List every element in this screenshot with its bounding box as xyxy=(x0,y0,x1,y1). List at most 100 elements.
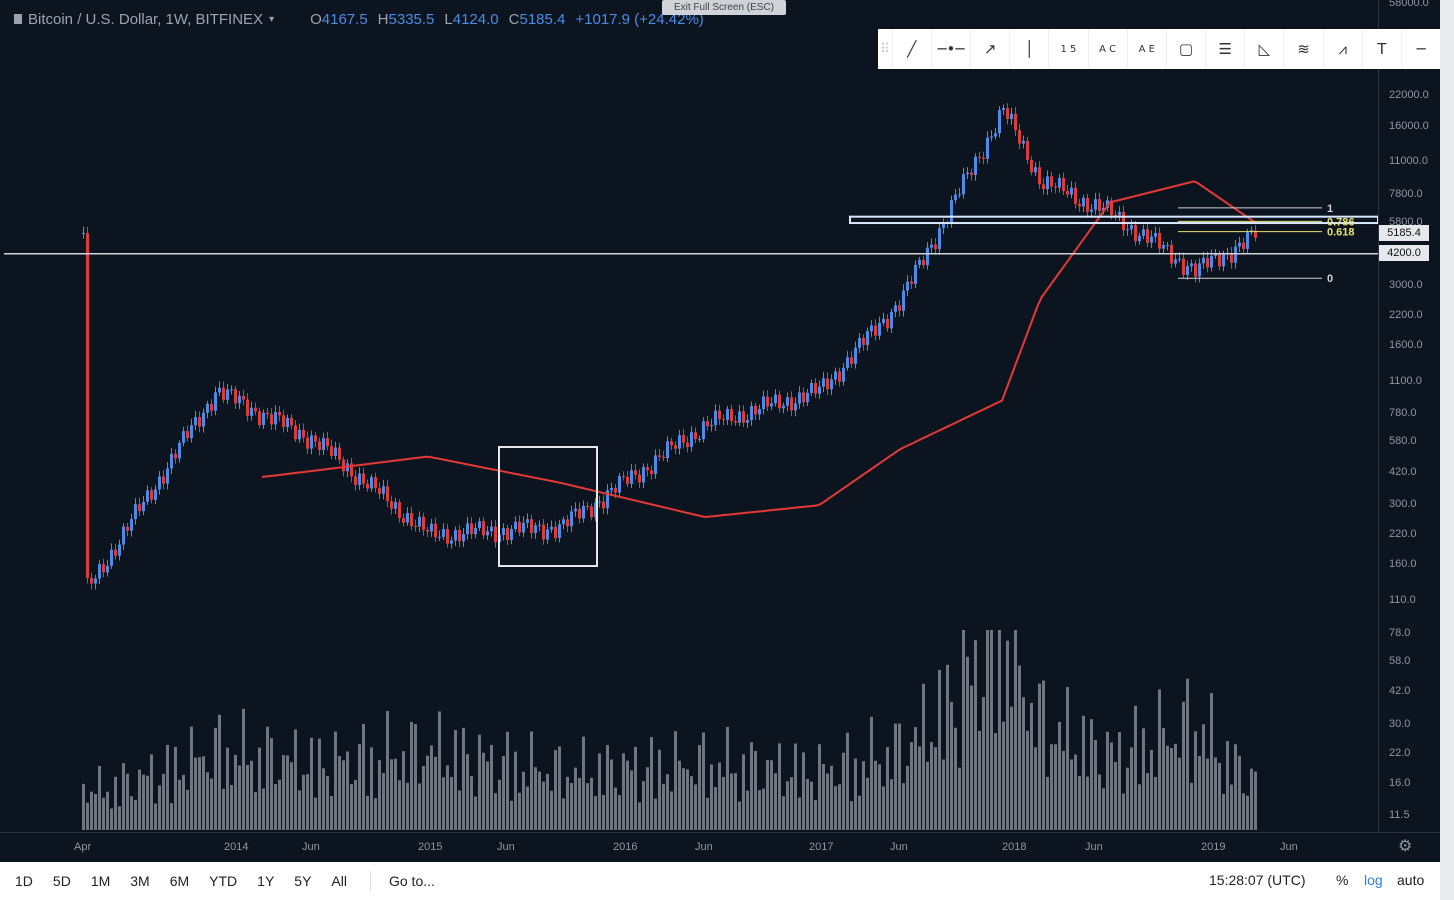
candle-body xyxy=(130,519,133,531)
range-button-1y[interactable]: 1Y xyxy=(257,873,275,889)
candle-body xyxy=(238,395,241,404)
toolbar-grip-icon[interactable]: ⠿ xyxy=(880,41,890,56)
candle-body xyxy=(382,486,385,494)
range-button-6m[interactable]: 6M xyxy=(169,873,190,889)
volume-bar xyxy=(298,790,301,830)
candle-body xyxy=(854,347,857,364)
scrollbar[interactable] xyxy=(1440,0,1454,900)
volume-bar xyxy=(574,767,577,830)
volume-bar xyxy=(794,743,797,830)
volume-bar xyxy=(366,795,369,830)
time-tick-label: Jun xyxy=(890,841,908,853)
text-icon[interactable]: T xyxy=(1361,29,1401,69)
candle-body xyxy=(934,244,937,250)
time-axis[interactable]: Apr 2014 Jun 2015 Jun 2016 Jun 2017 Jun 2018 Jun 20… xyxy=(0,832,1440,863)
volume-bar xyxy=(970,685,973,830)
gear-icon[interactable]: ⚙ xyxy=(1398,838,1413,855)
volume-bar xyxy=(810,781,813,830)
candle-body xyxy=(942,223,945,229)
range-button-5y[interactable]: 5Y xyxy=(294,873,312,889)
candle-body xyxy=(1162,245,1165,249)
candle-body xyxy=(370,477,373,489)
exit-fullscreen-button[interactable]: Exit Full Screen (ESC) xyxy=(662,0,786,15)
candle-body xyxy=(1098,199,1101,212)
fib-level-label: 1 xyxy=(1327,203,1333,215)
candle-body xyxy=(670,441,673,446)
candle-body xyxy=(774,394,777,404)
symbol-title[interactable]: Bitcoin / U.S. Dollar, 1W, BITFINEX xyxy=(28,10,264,28)
volume-bar xyxy=(986,630,989,830)
percent-toggle[interactable]: % xyxy=(1336,872,1349,888)
fib-channel-icon[interactable]: ≋ xyxy=(1283,29,1322,69)
log-toggle[interactable]: log xyxy=(1364,872,1383,888)
volume-bar xyxy=(414,724,417,830)
volume-bar xyxy=(918,746,921,830)
candle-body xyxy=(206,403,209,413)
volume-bar xyxy=(490,745,493,830)
candle-body xyxy=(142,501,145,512)
candle-body xyxy=(1062,177,1065,192)
volume-bar xyxy=(350,784,353,830)
xabcd-pattern-icon[interactable]: A C xyxy=(1087,29,1127,69)
chevron-down-icon[interactable]: ▾ xyxy=(269,13,275,25)
chart-pane[interactable]: Bitcoin / U.S. Dollar, 1W, BITFINEX ▾ O4… xyxy=(0,0,1454,862)
candle-body xyxy=(430,523,433,532)
range-button-3m[interactable]: 3M xyxy=(130,873,150,889)
candle-body xyxy=(94,578,97,584)
range-button-all[interactable]: All xyxy=(331,873,347,889)
pitchfork-icon[interactable]: ⩘ xyxy=(1322,29,1362,69)
trend-line-icon[interactable]: ╱ xyxy=(891,29,931,69)
volume-bar xyxy=(846,732,849,830)
fib-fan-icon[interactable]: ◺ xyxy=(1244,29,1283,69)
horizontal-ray-icon[interactable]: ─•─ xyxy=(930,29,970,69)
volume-bar xyxy=(174,746,177,830)
volume-bar xyxy=(582,736,585,830)
range-button-5d[interactable]: 5D xyxy=(52,873,71,889)
candle-body xyxy=(294,425,297,440)
volume-bar xyxy=(598,753,601,830)
volume-bar xyxy=(126,773,129,830)
volume-bar xyxy=(554,750,557,830)
candle-body xyxy=(718,410,721,419)
goto-button[interactable]: Go to... xyxy=(388,873,435,889)
abcd-pattern-icon[interactable]: 1 5 xyxy=(1048,29,1087,69)
candle-body xyxy=(178,442,181,459)
volume-bar xyxy=(982,697,985,830)
volume-bar xyxy=(258,747,261,830)
candle-body xyxy=(1150,236,1153,243)
elliott-wave-icon[interactable]: A E xyxy=(1126,29,1166,69)
candle-body xyxy=(954,194,957,201)
volume-bar xyxy=(150,754,153,830)
horizontal-line-icon[interactable]: ─ xyxy=(1400,29,1440,69)
candle-body xyxy=(366,483,369,489)
rectangle-icon[interactable]: ▢ xyxy=(1165,29,1205,69)
volume-bar xyxy=(566,776,569,830)
auto-toggle[interactable]: auto xyxy=(1397,872,1425,888)
volume-bar xyxy=(1206,758,1209,830)
range-button-ytd[interactable]: YTD xyxy=(209,873,238,889)
volume-bar xyxy=(238,765,241,830)
arrow-line-icon[interactable]: ↗ xyxy=(970,29,1009,69)
volume-bar xyxy=(82,783,85,830)
price-axis[interactable]: 58000.0 22000.0 16000.0 11000.0 7800.0 5800.0… xyxy=(1378,0,1441,832)
candle-body xyxy=(994,133,997,137)
price-tick-label: 16.0 xyxy=(1389,777,1411,789)
volume-bar xyxy=(882,786,885,830)
price-tick-label: 1100.0 xyxy=(1389,375,1422,387)
volume-bar xyxy=(382,773,385,830)
parallel-channel-icon[interactable]: ☰ xyxy=(1205,29,1244,69)
price-tick-label: 300.0 xyxy=(1389,498,1417,510)
candle-body xyxy=(766,396,769,407)
candle-body xyxy=(1054,186,1057,188)
range-button-1d[interactable]: 1D xyxy=(15,873,33,889)
range-button-1m[interactable]: 1M xyxy=(90,873,111,889)
volume-bar xyxy=(462,727,465,830)
candle-body xyxy=(318,441,321,450)
volume-bar xyxy=(458,790,461,830)
candle-body xyxy=(598,501,601,503)
candle-body xyxy=(338,447,341,460)
volume-bar xyxy=(694,784,697,830)
vertical-line-icon[interactable]: │ xyxy=(1009,29,1048,69)
volume-bar xyxy=(130,796,133,830)
volume-bar xyxy=(758,790,761,830)
